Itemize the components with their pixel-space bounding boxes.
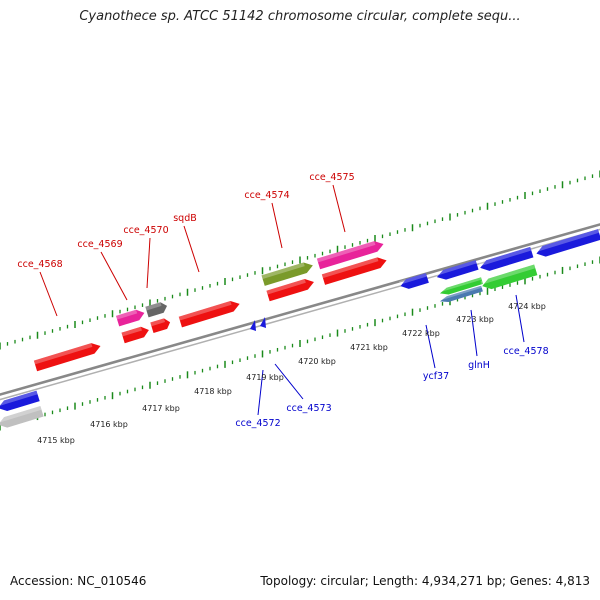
scale-label: 4715 kbp [37,436,75,445]
sqdB-label[interactable]: sqdB [173,213,197,224]
cce_4574-label[interactable]: cce_4574 [244,190,289,201]
cce_4568-leader [39,271,58,317]
gene-fwd-small[interactable] [150,317,171,334]
cce_4572-leader [257,369,264,416]
gene-glnH-b[interactable] [439,285,483,305]
scale-label: 4716 kbp [90,420,128,429]
cce_4574-leader [271,202,283,249]
scale-label: 4719 kbp [246,373,284,382]
forward-scale-ticks [0,170,600,350]
cce_4575-leader [332,184,346,233]
scale-label: 4718 kbp [194,387,232,396]
gene-sqdB[interactable] [178,299,242,328]
ycf37-leader [425,324,436,369]
cce_4578-leader [515,294,525,343]
gene-cce_4570[interactable] [145,301,168,318]
gene-ycf37[interactable] [399,273,429,291]
gene-fwd-right[interactable] [321,255,388,285]
cce_4572-label[interactable]: cce_4572 [235,418,280,429]
gene-cce_4572-marker[interactable] [250,320,256,331]
cce_4573-leader [274,363,304,400]
cce_4568-label[interactable]: cce_4568 [17,259,62,270]
gene-rev-right[interactable] [534,229,600,259]
cce_4570-leader [146,237,151,289]
sequence-summary: Topology: circular; Length: 4,934,271 bp… [260,574,590,588]
gene-cce_4575[interactable] [316,239,385,270]
glnH-leader [470,309,478,357]
gene-rev-left[interactable] [0,390,40,414]
accession: Accession: NC_010546 [10,574,147,588]
scale-label: 4720 kbp [298,357,336,366]
gene-cce_4568[interactable] [33,341,102,372]
page-title: Cyanothece sp. ATCC 51142 chromosome cir… [79,9,521,24]
gene-cce_4569[interactable] [116,308,146,327]
gene-fwd-mid[interactable] [266,277,315,302]
gene-cce_4574[interactable] [261,260,315,286]
gene-cce_4572-marker[interactable] [260,317,266,328]
cce_4575-label[interactable]: cce_4575 [309,172,354,183]
gene-rev-mid[interactable] [478,246,534,273]
scale-label: 4721 kbp [350,343,388,352]
ycf37-label[interactable]: ycf37 [423,371,449,382]
gene-rev-left-gray[interactable] [0,406,44,430]
gene-glnH[interactable] [438,277,484,297]
sqdB-leader [183,225,200,273]
cce_4573-label[interactable]: cce_4573 [286,403,331,414]
cce_4569-leader [100,251,128,301]
gene-glnH-a[interactable] [435,260,479,282]
scale-label: 4722 kbp [402,329,440,338]
scale-label: 4724 kbp [508,302,546,311]
cce_4569-label[interactable]: cce_4569 [77,239,122,250]
scale-label: 4717 kbp [142,404,180,413]
gene-cce_4578[interactable] [480,264,538,292]
cce_4570-label[interactable]: cce_4570 [123,225,168,236]
cce_4578-label[interactable]: cce_4578 [503,346,548,357]
gene-cce_4570-b[interactable] [121,325,150,344]
scale-label: 4723 kbp [456,315,494,324]
glnH-label[interactable]: glnH [468,360,490,371]
